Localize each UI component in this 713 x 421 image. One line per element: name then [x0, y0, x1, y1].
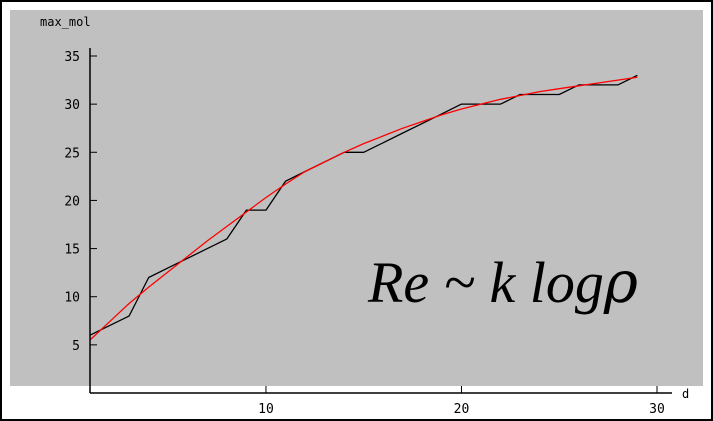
- x-axis-title: d: [682, 387, 689, 401]
- y-tick-label: 20: [64, 194, 80, 209]
- y-tick-label: 15: [64, 243, 80, 258]
- formula-annotation: Re ~ k logρ: [368, 248, 638, 316]
- fit-curve-line: [89, 76, 638, 341]
- x-ticks: 10 20 30: [258, 386, 665, 417]
- formula-rho-symbol: ρ: [603, 248, 639, 316]
- y-tick-label: 30: [64, 98, 80, 113]
- y-tick-label: 10: [64, 291, 80, 306]
- y-tick-label: 35: [64, 50, 80, 65]
- x-tick-label: 30: [649, 402, 665, 417]
- y-tick-label: 5: [72, 339, 80, 354]
- x-tick-label: 20: [454, 402, 470, 417]
- x-tick-label: 10: [258, 402, 274, 417]
- y-tick-label: 25: [64, 146, 80, 161]
- y-axis-title: max_mol: [40, 15, 91, 29]
- y-ticks: 5 10 15 20 25 30 35: [64, 50, 97, 354]
- formula-main-text: Re ~ k log: [368, 250, 604, 315]
- plot-background: [10, 10, 703, 386]
- series-layer: [89, 74, 638, 341]
